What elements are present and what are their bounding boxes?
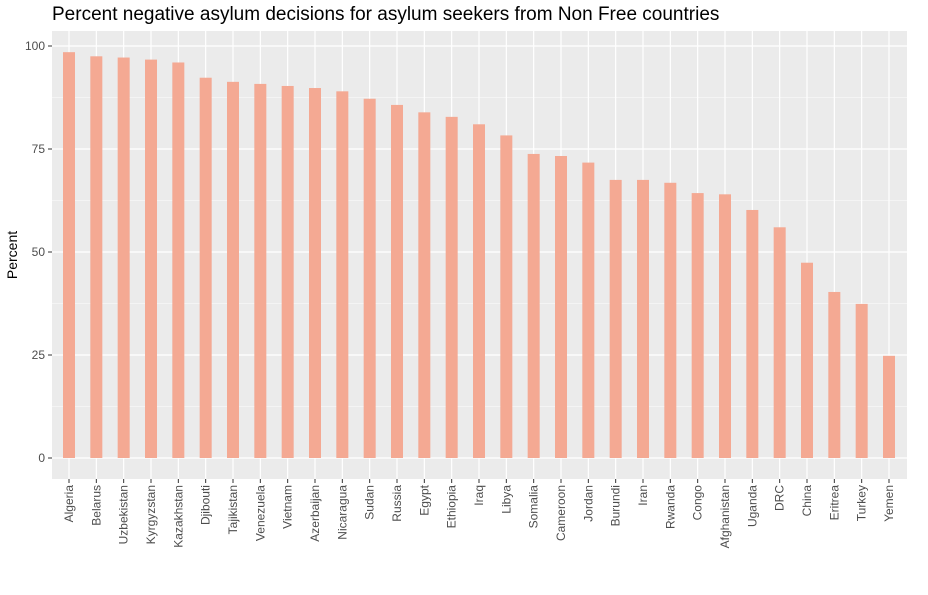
bar-afghanistan — [719, 194, 731, 458]
x-tick-label-uzbekistan: Uzbekistan — [117, 485, 131, 544]
x-tick-label-nicaragua: Nicaragua — [335, 485, 349, 540]
x-tick-label-jordan: Jordan — [581, 485, 595, 522]
bar-azerbaijan — [309, 88, 321, 459]
bar-congo — [691, 193, 704, 459]
bar-belarus — [90, 56, 103, 459]
x-tick-label-ethiopia: Ethiopia — [445, 485, 459, 529]
y-axis-title: Percent — [4, 231, 20, 279]
bar-libya — [500, 135, 513, 459]
bar-jordan — [582, 162, 595, 458]
y-tick-label: 0 — [38, 451, 45, 465]
x-tick-label-vietnam: Vietnam — [281, 485, 295, 529]
bar-egypt — [418, 112, 431, 458]
x-tick-label-eritrea: Eritrea — [827, 485, 841, 521]
bar-eritrea — [828, 291, 841, 458]
x-tick-label-azerbaijan: Azerbaijan — [308, 485, 322, 542]
bar-vietnam — [281, 85, 294, 459]
x-tick-label-venezuela: Venezuela — [253, 485, 267, 541]
x-tick-label-rwanda: Rwanda — [663, 485, 677, 529]
bar-kyrgyzstan — [145, 59, 157, 458]
y-tick-label: 50 — [32, 245, 46, 259]
y-tick-label: 25 — [32, 348, 46, 362]
x-tick-label-yemen: Yemen — [882, 485, 896, 522]
bars — [63, 52, 895, 459]
bar-cameroon — [555, 156, 567, 458]
x-tick-label-turkey: Turkey — [855, 485, 869, 521]
bar-rwanda — [664, 182, 677, 458]
bar-sudan — [363, 98, 376, 459]
bar-venezuela — [254, 83, 267, 459]
x-tick-label-kazakhstan: Kazakhstan — [171, 485, 185, 548]
x-tick-label-algeria: Algeria — [62, 485, 76, 523]
bar-tajikistan — [227, 81, 239, 459]
x-tick-label-china: China — [800, 485, 814, 517]
bar-burundi — [609, 179, 622, 458]
bar-algeria — [63, 52, 75, 459]
x-tick-label-drc: DRC — [773, 485, 787, 511]
bar-uganda — [746, 209, 759, 458]
bar-russia — [391, 104, 403, 458]
x-tick-label-congo: Congo — [691, 485, 705, 521]
x-tick-label-sudan: Sudan — [363, 485, 377, 520]
x-axis: Algeria Belarus Uzbekistan Kyrgyzstan Kazakh… — [62, 479, 896, 548]
bar-iraq — [473, 124, 485, 458]
y-tick-label: 100 — [25, 39, 45, 53]
x-tick-label-burundi: Burundi — [609, 485, 623, 526]
bar-iran — [637, 179, 649, 458]
x-tick-label-egypt: Egypt — [417, 484, 431, 515]
x-tick-label-djibouti: Djibouti — [199, 485, 213, 525]
bar-ethiopia — [445, 116, 458, 458]
bar-djibouti — [199, 77, 212, 458]
x-tick-label-iran: Iran — [636, 485, 650, 506]
bar-somalia — [527, 153, 540, 458]
bar-kazakhstan — [172, 62, 185, 458]
bar-turkey — [855, 303, 868, 458]
x-tick-label-cameroon: Cameroon — [554, 485, 568, 541]
x-tick-label-belarus: Belarus — [89, 485, 103, 526]
x-tick-label-uganda: Uganda — [745, 485, 759, 527]
bar-yemen — [883, 355, 895, 458]
x-tick-label-tajikistan: Tajikistan — [226, 485, 240, 534]
chart-title: Percent negative asylum decisions for as… — [52, 4, 720, 25]
x-tick-label-somalia: Somalia — [527, 485, 541, 529]
x-tick-label-russia: Russia — [390, 485, 404, 522]
x-tick-label-kyrgyzstan: Kyrgyzstan — [144, 485, 158, 544]
y-tick-label: 75 — [32, 142, 46, 156]
x-tick-label-iraq: Iraq — [472, 485, 486, 506]
bar-drc — [773, 227, 786, 458]
bar-china — [801, 262, 813, 458]
bar-nicaragua — [336, 91, 349, 458]
bar-uzbekistan — [117, 57, 130, 458]
x-tick-label-afghanistan: Afghanistan — [718, 485, 732, 548]
y-axis: 0 25 50 75 100 — [25, 39, 52, 465]
x-tick-label-libya: Libya — [499, 485, 513, 514]
